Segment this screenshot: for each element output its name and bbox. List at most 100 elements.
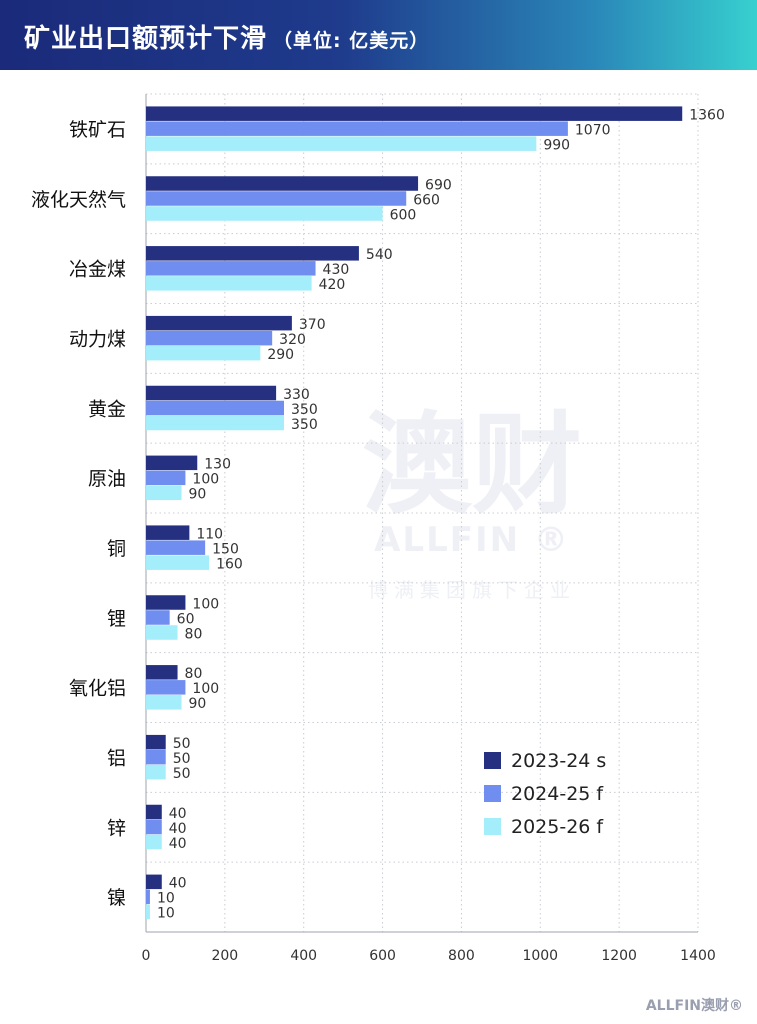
data-label: 40 xyxy=(169,806,187,822)
bar xyxy=(146,695,182,710)
bar xyxy=(146,764,166,780)
x-tick-label: 600 xyxy=(369,948,396,964)
bar xyxy=(146,485,182,501)
data-label: 370 xyxy=(299,317,326,333)
category-label: 黄金 xyxy=(88,398,126,420)
bar xyxy=(146,804,162,820)
bar xyxy=(146,455,198,471)
chart-title: 矿业出口额预计下滑 （单位: 亿美元） xyxy=(24,18,429,55)
bar xyxy=(146,345,261,361)
bar xyxy=(146,315,292,331)
data-label: 100 xyxy=(192,681,219,697)
unit-text: （单位: 亿美元） xyxy=(273,30,430,52)
data-label: 160 xyxy=(216,556,243,572)
data-label: 110 xyxy=(196,526,223,542)
data-label: 540 xyxy=(366,247,393,263)
bar xyxy=(146,680,186,695)
category-label: 动力煤 xyxy=(69,328,126,350)
data-label: 40 xyxy=(169,836,187,852)
data-label: 40 xyxy=(169,876,187,892)
bar xyxy=(146,176,419,191)
bar xyxy=(146,874,162,890)
category-label: 铝 xyxy=(107,747,126,769)
bar xyxy=(146,206,383,221)
bar xyxy=(146,819,162,835)
data-label: 350 xyxy=(291,402,318,418)
category-label: 液化天然气 xyxy=(31,189,126,211)
title-text: 矿业出口额预计下滑 xyxy=(24,24,268,54)
category-label: 铜 xyxy=(107,538,126,560)
bar xyxy=(146,595,186,610)
data-label: 1070 xyxy=(575,122,611,138)
bar xyxy=(146,136,537,151)
legend-swatch xyxy=(484,818,501,835)
data-label: 10 xyxy=(157,906,175,922)
bar xyxy=(146,191,407,206)
bar xyxy=(146,540,206,555)
bar xyxy=(146,555,210,570)
data-label: 50 xyxy=(173,751,191,767)
data-label: 10 xyxy=(157,891,175,907)
bar xyxy=(146,525,190,540)
x-tick-label: 1200 xyxy=(601,948,637,964)
bar xyxy=(146,121,568,136)
category-label: 原油 xyxy=(88,468,126,490)
data-label: 420 xyxy=(319,277,346,293)
bar xyxy=(146,261,316,276)
bar xyxy=(146,385,277,401)
data-label: 350 xyxy=(291,417,318,433)
data-label: 990 xyxy=(543,137,570,153)
data-label: 40 xyxy=(169,821,187,837)
legend-swatch xyxy=(484,752,501,769)
bar xyxy=(146,889,150,905)
x-tick-label: 0 xyxy=(142,948,151,964)
legend-label: 2025-26 f xyxy=(511,816,604,838)
data-label: 80 xyxy=(185,666,203,682)
data-label: 660 xyxy=(413,192,440,208)
data-label: 50 xyxy=(173,766,191,782)
bar xyxy=(146,246,359,261)
data-label: 150 xyxy=(212,541,239,557)
x-tick-label: 1000 xyxy=(522,948,558,964)
bar xyxy=(146,106,683,121)
category-label: 锂 xyxy=(107,608,126,630)
title-banner: 矿业出口额预计下滑 （单位: 亿美元） xyxy=(0,0,757,70)
category-label: 镍 xyxy=(107,887,126,909)
bar xyxy=(146,415,284,431)
bar xyxy=(146,749,166,765)
category-label: 氧化铝 xyxy=(69,678,126,700)
bar xyxy=(146,834,162,850)
category-label: 锌 xyxy=(107,817,126,839)
data-label: 100 xyxy=(192,472,219,488)
bar xyxy=(146,665,178,680)
x-tick-label: 1400 xyxy=(680,948,716,964)
bar xyxy=(146,734,166,750)
data-label: 430 xyxy=(323,262,350,278)
legend-label: 2024-25 f xyxy=(511,783,604,805)
bar xyxy=(146,330,273,346)
x-tick-label: 800 xyxy=(448,948,475,964)
bar xyxy=(146,470,186,486)
data-label: 80 xyxy=(185,626,203,642)
data-label: 50 xyxy=(173,736,191,752)
data-label: 330 xyxy=(283,387,310,403)
legend-label: 2023-24 s xyxy=(511,750,606,772)
x-tick-label: 200 xyxy=(211,948,238,964)
data-label: 100 xyxy=(192,596,219,612)
bar xyxy=(146,400,284,416)
data-label: 1360 xyxy=(689,107,725,123)
data-label: 60 xyxy=(177,611,195,627)
data-label: 90 xyxy=(188,487,206,503)
bar xyxy=(146,904,150,920)
bar xyxy=(146,276,312,291)
bar xyxy=(146,625,178,640)
data-label: 690 xyxy=(425,177,452,193)
category-label: 冶金煤 xyxy=(69,259,126,281)
x-tick-label: 400 xyxy=(290,948,317,964)
data-label: 320 xyxy=(279,332,306,348)
data-label: 130 xyxy=(204,457,231,473)
bar xyxy=(146,610,170,625)
data-label: 290 xyxy=(267,347,294,363)
footer-logo: ALLFIN澳财® xyxy=(645,998,743,1014)
